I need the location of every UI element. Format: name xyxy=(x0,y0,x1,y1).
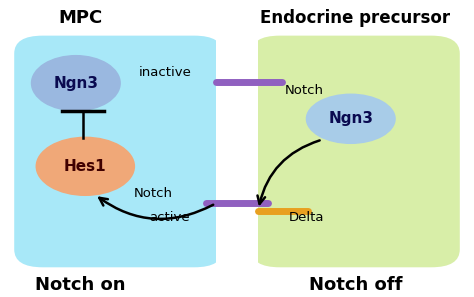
Text: Hes1: Hes1 xyxy=(64,159,107,174)
Ellipse shape xyxy=(36,137,135,196)
FancyBboxPatch shape xyxy=(251,36,460,267)
FancyBboxPatch shape xyxy=(216,36,258,267)
Text: Endocrine precursor: Endocrine precursor xyxy=(260,9,451,27)
Text: MPC: MPC xyxy=(58,9,103,27)
Text: Notch on: Notch on xyxy=(36,276,126,294)
Text: inactive: inactive xyxy=(139,66,192,79)
Text: Notch: Notch xyxy=(284,84,323,97)
Text: Delta: Delta xyxy=(289,211,325,224)
FancyBboxPatch shape xyxy=(14,36,223,267)
Ellipse shape xyxy=(31,55,121,111)
Ellipse shape xyxy=(306,94,396,144)
Text: Ngn3: Ngn3 xyxy=(328,111,373,126)
Text: Ngn3: Ngn3 xyxy=(54,76,98,91)
Text: Notch off: Notch off xyxy=(309,276,402,294)
Text: Notch: Notch xyxy=(134,187,173,200)
Text: active: active xyxy=(149,211,190,224)
